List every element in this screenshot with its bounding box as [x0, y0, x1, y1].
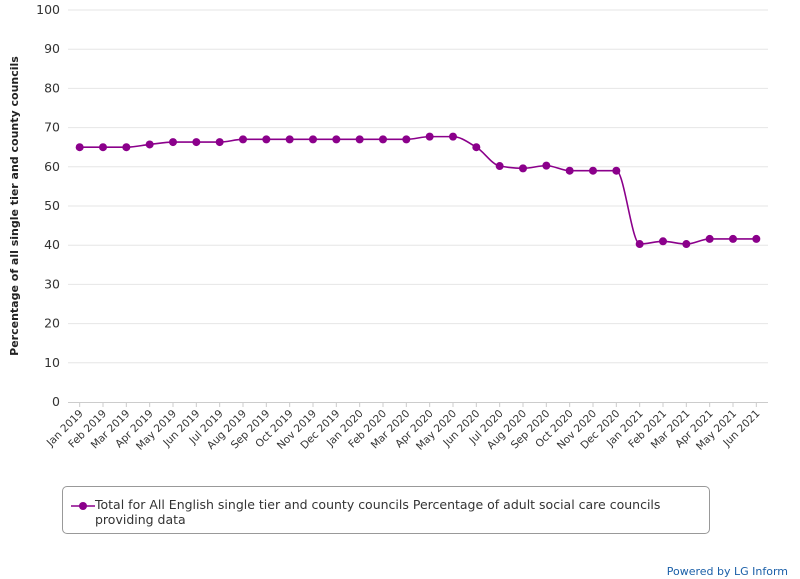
y-tick-label: 20 — [44, 316, 60, 331]
data-point-5[interactable] — [169, 138, 177, 147]
data-point-29[interactable] — [729, 234, 737, 243]
data-point-19[interactable] — [495, 162, 504, 171]
legend-label: Total for All English single tier and co… — [95, 497, 661, 527]
y-axis-title: Percentage of all single tier and county… — [8, 56, 21, 356]
y-tick-label: 10 — [44, 355, 60, 370]
data-point-18[interactable] — [472, 143, 481, 152]
legend-marker-icon — [71, 502, 95, 510]
data-point-10[interactable] — [285, 135, 294, 144]
data-point-27[interactable] — [682, 240, 691, 249]
data-point-17[interactable] — [449, 132, 457, 141]
data-point-26[interactable] — [659, 237, 667, 246]
series-line — [79, 135, 757, 245]
y-tick-label: 80 — [44, 80, 60, 95]
data-point-24[interactable] — [612, 166, 621, 175]
data-point-23[interactable] — [589, 166, 597, 175]
data-point-20[interactable] — [519, 164, 527, 173]
data-point-2[interactable] — [99, 143, 107, 152]
data-point-13[interactable] — [355, 135, 364, 144]
data-point-9[interactable] — [262, 135, 271, 144]
y-tick-label: 90 — [44, 41, 60, 56]
data-point-1[interactable] — [75, 143, 84, 152]
y-tick-label: 40 — [44, 237, 60, 252]
y-tick-label: 0 — [52, 394, 60, 409]
data-point-6[interactable] — [192, 138, 201, 147]
data-point-25[interactable] — [635, 240, 644, 249]
data-point-28[interactable] — [705, 234, 714, 243]
y-tick-label: 50 — [44, 198, 60, 213]
gridlines — [68, 9, 768, 364]
data-point-7[interactable] — [215, 138, 224, 147]
data-point-3[interactable] — [122, 143, 131, 152]
data-point-21[interactable] — [542, 161, 551, 170]
data-point-30[interactable] — [752, 234, 761, 243]
data-point-22[interactable] — [565, 166, 574, 175]
legend[interactable]: Total for All English single tier and co… — [62, 486, 710, 534]
y-tick-label: 60 — [44, 159, 60, 174]
data-point-11[interactable] — [309, 135, 317, 144]
data-point-4[interactable] — [145, 140, 154, 149]
data-point-12[interactable] — [332, 135, 341, 144]
data-point-8[interactable] — [239, 135, 247, 144]
y-tick-label: 100 — [36, 2, 60, 17]
y-axis-ticks: 0 10 20 30 40 50 60 70 80 90 100 — [36, 2, 60, 409]
data-point-16[interactable] — [425, 132, 434, 141]
series-points — [75, 132, 761, 249]
data-point-15[interactable] — [402, 135, 411, 144]
y-tick-label: 30 — [44, 276, 60, 291]
data-point-14[interactable] — [379, 135, 387, 144]
y-tick-label: 70 — [44, 120, 60, 135]
powered-by-link[interactable]: Powered by LG Inform — [666, 565, 788, 578]
